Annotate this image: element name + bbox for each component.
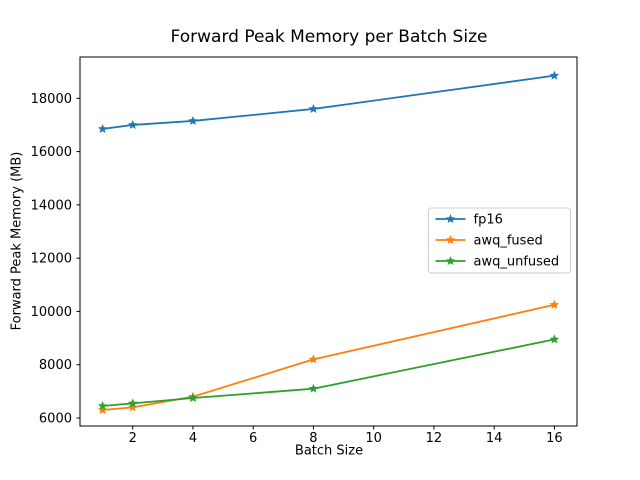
legend-label-awq_fused: awq_fused: [474, 234, 543, 249]
x-tick-label: 14: [486, 431, 503, 446]
x-tick-label: 2: [129, 431, 137, 446]
legend-sample-marker: [445, 235, 456, 245]
x-tick-label: 10: [365, 431, 382, 446]
legend-box: [428, 207, 571, 274]
y-tick-label: 8000: [39, 358, 72, 373]
series-marker-fp16: [308, 103, 319, 113]
legend-sample-marker: [445, 214, 456, 224]
y-tick-label: 16000: [31, 145, 72, 160]
series-marker-awq_unfused: [127, 398, 138, 408]
series-marker-awq_unfused: [188, 393, 198, 403]
series-line-awq_fused: [102, 303, 555, 411]
x-tick-label: 4: [189, 431, 197, 446]
series-marker-fp16: [188, 115, 198, 125]
y-tick-label: 10000: [31, 305, 72, 320]
x-tick-label: 6: [249, 431, 257, 446]
x-tick-label: 8: [309, 431, 317, 446]
chart-title: Forward Peak Memory per Batch Size: [170, 27, 488, 47]
y-tick-label: 6000: [39, 412, 72, 427]
y-tick-label: 14000: [31, 198, 72, 213]
x-tick-label: 16: [546, 431, 563, 446]
series-marker-fp16: [549, 70, 560, 80]
series-marker-fp16: [97, 123, 108, 133]
y-axis-label: Forward Peak Memory (MB): [9, 151, 25, 331]
series-marker-awq_unfused: [549, 334, 560, 344]
series-marker-awq_fused: [549, 299, 560, 309]
y-tick-label: 12000: [31, 252, 72, 267]
legend-label-awq_unfused: awq_unfused: [474, 255, 560, 270]
x-axis-label: Batch Size: [294, 443, 364, 459]
y-tick-label: 18000: [31, 92, 72, 107]
legend-label-fp16: fp16: [474, 213, 503, 228]
series-marker-awq_fused: [127, 402, 138, 412]
series-marker-awq_fused: [308, 354, 319, 364]
series-line-fp16: [102, 74, 555, 130]
x-tick-label: 12: [426, 431, 443, 446]
series-marker-awq_unfused: [97, 401, 108, 411]
series-marker-awq_fused: [97, 405, 108, 415]
series-line-awq_unfused: [102, 338, 555, 407]
plot-border: [79, 56, 578, 427]
legend-sample-marker: [445, 256, 456, 266]
series-marker-awq_unfused: [308, 383, 319, 393]
series-marker-fp16: [127, 119, 138, 129]
